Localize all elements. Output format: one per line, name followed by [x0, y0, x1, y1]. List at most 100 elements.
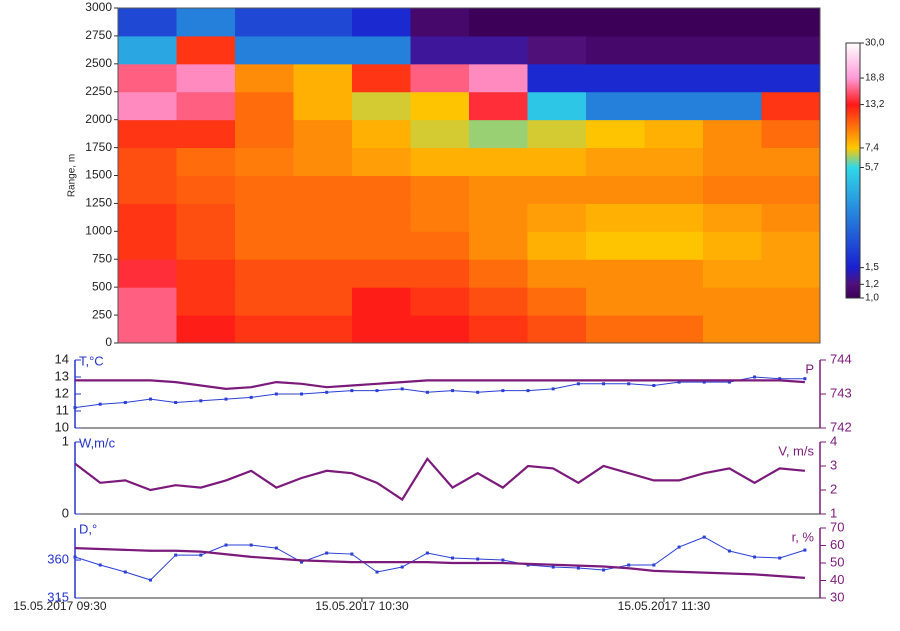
- y-tick-label: 1250: [85, 196, 112, 210]
- heat-cell: [761, 203, 821, 232]
- series-point: [123, 401, 127, 404]
- heat-cell: [469, 175, 528, 204]
- heat-cell: [235, 175, 294, 204]
- y-tick-label: 1750: [85, 140, 112, 154]
- y-tick-label: 2000: [85, 112, 112, 126]
- series-point: [149, 397, 153, 401]
- heat-cell: [644, 259, 704, 288]
- heat-cell: [527, 231, 587, 260]
- series-point: [576, 382, 580, 386]
- series-point: [174, 401, 178, 404]
- series-point: [350, 552, 354, 556]
- heat-cell: [527, 35, 587, 65]
- heat-cell: [586, 147, 645, 176]
- heat-cell: [235, 147, 294, 176]
- y-tick-label: 1: [62, 433, 69, 448]
- heat-cell: [586, 35, 645, 65]
- y2-tick-label: 3: [830, 457, 837, 472]
- series-point: [652, 384, 656, 387]
- heat-cell: [703, 91, 762, 121]
- colorbar-tick-label: 13,2: [865, 99, 885, 110]
- heat-cell: [703, 203, 762, 232]
- heat-cell: [586, 91, 645, 121]
- y2-tick-label: 744: [830, 351, 852, 366]
- heat-cell: [761, 147, 821, 176]
- series-point: [501, 389, 505, 393]
- y-tick-label: 750: [92, 251, 112, 265]
- heat-cell: [644, 231, 704, 260]
- series-point: [727, 380, 731, 384]
- y-tick-label: 315: [47, 589, 69, 604]
- heat-cell: [703, 175, 762, 204]
- series-point: [224, 397, 228, 401]
- series-point: [325, 390, 329, 394]
- series-point: [274, 546, 278, 550]
- heat-cell: [761, 8, 821, 37]
- heat-cell: [352, 35, 411, 65]
- heat-cell: [761, 119, 821, 149]
- y2-tick-label: 30: [830, 589, 844, 604]
- y-tick-label: 0: [105, 335, 112, 349]
- heat-cell: [761, 91, 821, 121]
- series-point: [224, 543, 228, 547]
- series-point: [199, 553, 203, 557]
- heat-cell: [644, 203, 704, 232]
- heat-cell: [586, 315, 645, 344]
- heat-cell: [235, 287, 294, 316]
- series-point: [702, 380, 706, 384]
- heat-cell: [118, 175, 177, 204]
- heat-cell: [235, 231, 294, 260]
- series-point: [350, 389, 354, 393]
- heat-cell: [586, 203, 645, 232]
- heat-cell: [118, 63, 177, 93]
- series-line: [74, 547, 805, 579]
- heat-cell: [235, 35, 294, 65]
- heat-cell: [293, 35, 353, 65]
- heat-cell: [469, 8, 528, 37]
- y-tick-label: 500: [92, 279, 112, 293]
- y2-tick-label: 4: [830, 433, 837, 448]
- series-point: [174, 553, 178, 557]
- heat-cell: [469, 147, 528, 176]
- series-line: [74, 536, 806, 581]
- heat-cell: [703, 8, 762, 37]
- colorbar-tick-label: 1,0: [865, 293, 879, 304]
- heat-cell: [644, 315, 704, 344]
- heat-cell: [644, 63, 704, 93]
- series-point: [249, 543, 253, 547]
- series-point: [73, 406, 77, 410]
- series-point: [677, 380, 681, 384]
- series-point: [400, 565, 404, 569]
- y-axis-label: Range, m: [67, 154, 78, 197]
- heat-cell: [118, 91, 177, 121]
- heat-cell: [118, 203, 177, 232]
- heat-cell: [410, 91, 470, 121]
- heat-cell: [118, 231, 177, 260]
- y2-tick-label: 70: [830, 519, 844, 534]
- x-tick-label: 15.05.2017 11:30: [618, 599, 711, 613]
- heat-cell: [176, 175, 236, 204]
- heat-cell: [410, 175, 470, 204]
- y-axis-label: T,°C: [79, 353, 104, 368]
- heat-cell: [352, 63, 411, 93]
- heat-cell: [527, 63, 587, 93]
- series-point: [375, 570, 379, 574]
- heat-cell: [293, 91, 353, 121]
- series-point: [778, 377, 782, 381]
- series-point: [803, 548, 807, 552]
- colorbar-tick-label: 1,5: [865, 262, 879, 273]
- heat-cell: [527, 119, 587, 149]
- heat-cell: [410, 287, 470, 316]
- series-line: [74, 376, 805, 409]
- heat-cell: [527, 175, 587, 204]
- y-tick-label: 250: [92, 307, 112, 321]
- heat-cell: [118, 119, 177, 149]
- series-point: [602, 568, 606, 572]
- x-tick-label: 15.05.2017 10:30: [315, 599, 409, 613]
- y-tick-label: 2250: [85, 84, 112, 98]
- heat-cell: [586, 231, 645, 260]
- y2-tick-label: 1: [830, 505, 837, 520]
- y-tick-label: 12: [55, 385, 69, 400]
- series-point: [627, 563, 631, 567]
